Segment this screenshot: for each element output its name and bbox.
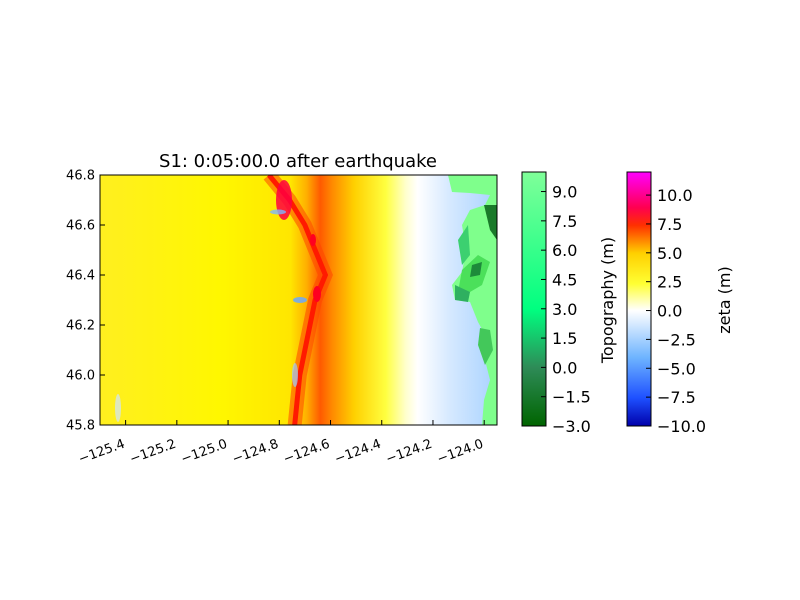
peak-patch-mid (310, 234, 316, 246)
trough-streak-3 (292, 363, 298, 387)
x-tick-label: −124.6 (282, 437, 332, 468)
y-tick-label: 46.6 (66, 219, 95, 234)
colorbar-tick-label: 9.0 (552, 183, 577, 202)
peak-patch-south (313, 286, 321, 302)
colorbar-tick-label: −7.5 (657, 388, 696, 407)
topography-colorbar-label: Topography (m) (598, 237, 617, 364)
zeta-colorbar: −10.0 −7.5 −5.0 −2.5 0.0 2.5 5.0 7.5 10.0 zeta (… (626, 171, 734, 436)
colorbar-tick-label: −2.5 (657, 330, 696, 349)
colorbar-tick-label: −5.0 (657, 359, 696, 378)
x-tick-label: −124.4 (333, 437, 383, 468)
x-tick-label: −125.2 (128, 437, 178, 468)
colorbar-tick-label: 7.5 (552, 212, 577, 231)
colorbar-tick-label: 0.0 (657, 302, 682, 321)
topography-colorbar-ticks: −3.0 −1.5 0.0 1.5 3.0 4.5 6.0 7.5 9.0 (541, 183, 591, 436)
colorbar-tick-label: 1.5 (552, 329, 577, 348)
colorbar-tick-label: 7.5 (657, 215, 682, 234)
x-axis: −125.4 −125.2 −125.0 −124.8 −124.6 −124.4 −124… (77, 420, 486, 467)
colorbar-tick-label: −10.0 (657, 417, 706, 436)
trough-streak-2 (293, 297, 307, 303)
y-axis: 45.8 46.0 46.2 46.4 46.6 46.8 (66, 169, 105, 434)
x-tick-label: −124.2 (384, 437, 434, 468)
coastline-land (448, 175, 497, 425)
colorbar-tick-label: −3.0 (552, 417, 591, 436)
y-tick-label: 45.8 (66, 419, 95, 434)
heatmap-plot (100, 175, 497, 425)
x-tick-label: −124.8 (230, 437, 280, 468)
colorbar-tick-label: 5.0 (657, 244, 682, 263)
x-tick-label: −125.0 (179, 437, 229, 468)
colorbar-tick-label: 3.0 (552, 300, 577, 319)
plot-frame (99, 174, 498, 426)
zeta-colorbar-label: zeta (m) (715, 266, 734, 333)
y-tick-label: 46.2 (66, 319, 95, 334)
colorbar-tick-label: −1.5 (552, 388, 591, 407)
x-tick-label: −124.0 (435, 437, 485, 468)
colorbar-tick-label: 0.0 (552, 358, 577, 377)
colorbar-tick-label: 2.5 (657, 273, 682, 292)
x-tick-label: −125.4 (77, 437, 127, 468)
colorbar-tick-label: 4.5 (552, 270, 577, 289)
zeta-colorbar-ticks: −10.0 −7.5 −5.0 −2.5 0.0 2.5 5.0 7.5 10.0 (646, 186, 706, 436)
trough-streak-1 (270, 209, 286, 215)
y-tick-label: 46.4 (66, 269, 95, 284)
colorbar-tick-label: 6.0 (552, 241, 577, 260)
colorbar-tick-label: 10.0 (657, 186, 693, 205)
topography-colorbar-gradient (521, 171, 547, 427)
zeta-colorbar-gradient (626, 171, 652, 427)
topography-colorbar: −3.0 −1.5 0.0 1.5 3.0 4.5 6.0 7.5 9.0 Topography… (521, 171, 617, 436)
trough-streak-4 (115, 394, 121, 422)
y-tick-label: 46.8 (66, 169, 95, 184)
y-tick-label: 46.0 (66, 369, 95, 384)
chart-title: S1: 0:05:00.0 after earthquake (159, 151, 437, 172)
